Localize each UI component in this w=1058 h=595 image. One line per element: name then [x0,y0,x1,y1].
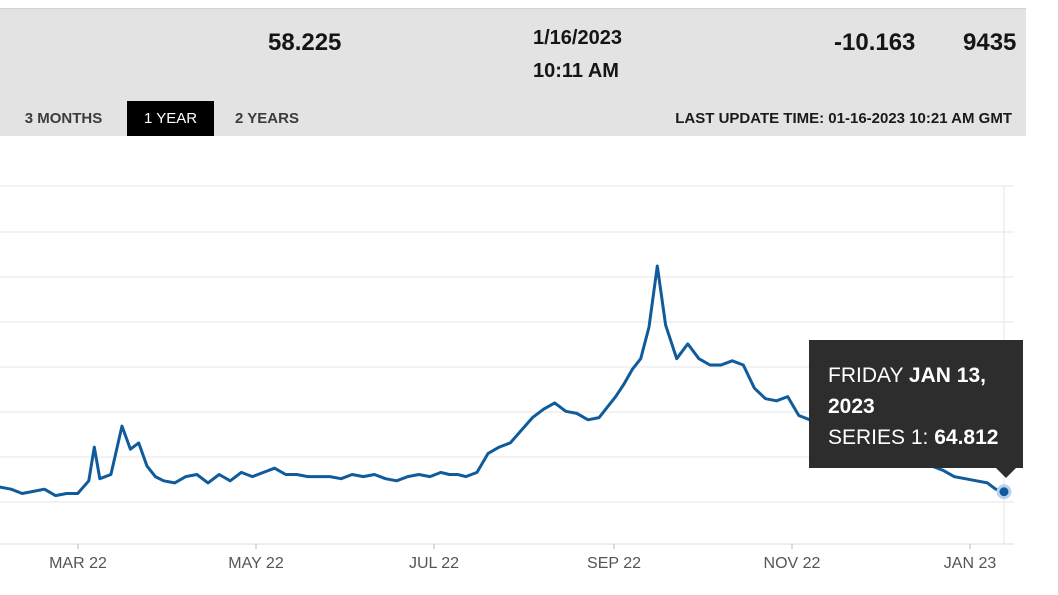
range-tab-3-months[interactable]: 3 MONTHS [24,110,103,127]
tooltip-series-label: SERIES 1: [828,426,929,449]
last-price: 58.225 [268,29,342,56]
quote-date: 1/16/2023 [533,27,622,49]
quote-time: 10:11 AM [533,60,619,82]
tooltip-arrow [996,468,1016,478]
quote-stats-bar: 58.225 1/16/2023 10:11 AM -10.163 9435 [0,8,1026,102]
chart-tooltip: FRIDAY JAN 13, 2023 SERIES 1: 64.812 [809,340,1023,478]
tooltip-year-line: 2023 [828,391,1005,422]
last-update-time: LAST UPDATE TIME: 01-16-2023 10:21 AM GM… [675,110,1012,127]
range-tab-1-year[interactable]: 1 YEAR [127,101,214,136]
x-tick-label-2: JUL 22 [409,555,459,572]
tooltip-series-line: SERIES 1: 64.812 [828,422,1005,453]
x-tick-label-1: MAY 22 [228,555,284,572]
price-change: -10.163 [834,29,916,56]
tooltip-day: FRIDAY [828,364,904,387]
range-tab-2-years[interactable]: 2 YEARS [235,110,299,127]
tooltip-date-b: 2023 [828,395,875,418]
range-selector-bar: 3 MONTHS 1 YEAR 2 YEARS LAST UPDATE TIME… [0,101,1026,136]
x-tick-label-5: JAN 23 [944,555,997,572]
chart-grid [0,185,1014,545]
x-tick-label-4: NOV 22 [764,555,821,572]
x-axis-labels: MAR 22 MAY 22 JUL 22 SEP 22 NOV 22 JAN 23 [49,555,996,572]
tooltip-date-a: JAN 13, [908,364,986,387]
x-tick-label-3: SEP 22 [587,555,641,572]
volume-value: 9435 [963,29,1017,56]
x-axis-ticks [77,544,971,549]
tooltip-date-line: FRIDAY JAN 13, [828,360,1005,391]
tooltip-series-value: 64.812 [934,426,999,449]
x-tick-label-0: MAR 22 [49,555,107,572]
hovered-point-marker[interactable] [996,484,1012,500]
